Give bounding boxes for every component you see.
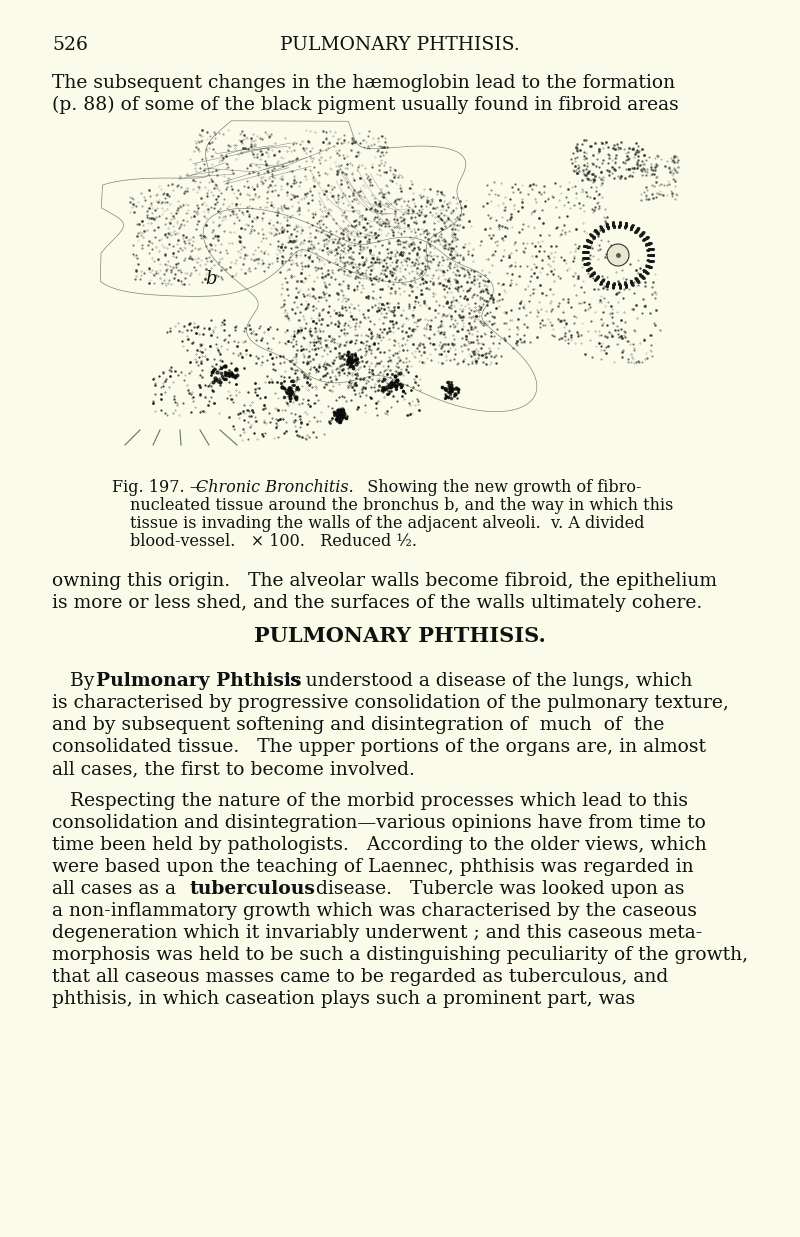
Text: tuberculous: tuberculous bbox=[189, 880, 315, 898]
Text: Chronic Bronchitis.: Chronic Bronchitis. bbox=[196, 479, 354, 496]
Text: Pulmonary Phthisis: Pulmonary Phthisis bbox=[96, 672, 302, 690]
Text: tissue is invading the walls of the adjacent alveoli.  v. A divided: tissue is invading the walls of the adja… bbox=[130, 515, 645, 532]
Text: Fig. 197. —: Fig. 197. — bbox=[112, 479, 206, 496]
Text: disease.   Tubercle was looked upon as: disease. Tubercle was looked upon as bbox=[310, 880, 685, 898]
Text: is understood a disease of the lungs, which: is understood a disease of the lungs, wh… bbox=[278, 672, 692, 690]
Text: PULMONARY PHTHISIS.: PULMONARY PHTHISIS. bbox=[254, 626, 546, 646]
Text: b: b bbox=[205, 270, 217, 288]
Text: PULMONARY PHTHISIS.: PULMONARY PHTHISIS. bbox=[280, 36, 520, 54]
Text: Respecting the nature of the morbid processes which lead to this: Respecting the nature of the morbid proc… bbox=[52, 792, 688, 810]
Text: all cases as a: all cases as a bbox=[52, 880, 182, 898]
Text: time been held by pathologists.   According to the older views, which: time been held by pathologists. Accordin… bbox=[52, 836, 706, 854]
Text: consolidation and disintegration—various opinions have from time to: consolidation and disintegration—various… bbox=[52, 814, 706, 833]
Text: and by subsequent softening and disintegration of  much  of  the: and by subsequent softening and disinteg… bbox=[52, 716, 664, 734]
Text: 526: 526 bbox=[52, 36, 88, 54]
Text: (p. 88) of some of the black pigment usually found in fibroid areas: (p. 88) of some of the black pigment usu… bbox=[52, 96, 678, 114]
Text: owning this origin.   The alveolar walls become fibroid, the epithelium: owning this origin. The alveolar walls b… bbox=[52, 571, 717, 590]
Text: The subsequent changes in the hæmoglobin lead to the formation: The subsequent changes in the hæmoglobin… bbox=[52, 74, 675, 92]
Text: nucleated tissue around the bronchus b, and the way in which this: nucleated tissue around the bronchus b, … bbox=[130, 497, 674, 515]
Text: all cases, the first to become involved.: all cases, the first to become involved. bbox=[52, 760, 415, 778]
Text: that all caseous masses came to be regarded as tuberculous, and: that all caseous masses came to be regar… bbox=[52, 969, 668, 986]
Text: By: By bbox=[52, 672, 100, 690]
Text: degeneration which it invariably underwent ; and this caseous meta-: degeneration which it invariably underwe… bbox=[52, 924, 702, 943]
Text: is characterised by progressive consolidation of the pulmonary texture,: is characterised by progressive consolid… bbox=[52, 694, 729, 713]
Bar bbox=[52, 108, 748, 468]
Ellipse shape bbox=[607, 244, 629, 266]
Text: consolidated tissue.   The upper portions of the organs are, in almost: consolidated tissue. The upper portions … bbox=[52, 738, 706, 756]
Text: phthisis, in which caseation plays such a prominent part, was: phthisis, in which caseation plays such … bbox=[52, 990, 635, 1008]
Text: a non-inflammatory growth which was characterised by the caseous: a non-inflammatory growth which was char… bbox=[52, 902, 697, 920]
Text: morphosis was held to be such a distinguishing peculiarity of the growth,: morphosis was held to be such a distingu… bbox=[52, 946, 748, 964]
Text: is more or less shed, and the surfaces of the walls ultimately cohere.: is more or less shed, and the surfaces o… bbox=[52, 594, 702, 612]
Text: blood-vessel.   × 100.   Reduced ½.: blood-vessel. × 100. Reduced ½. bbox=[130, 533, 417, 550]
Text: were based upon the teaching of Laennec, phthisis was regarded in: were based upon the teaching of Laennec,… bbox=[52, 858, 694, 876]
Text: Showing the new growth of fibro-: Showing the new growth of fibro- bbox=[357, 479, 642, 496]
